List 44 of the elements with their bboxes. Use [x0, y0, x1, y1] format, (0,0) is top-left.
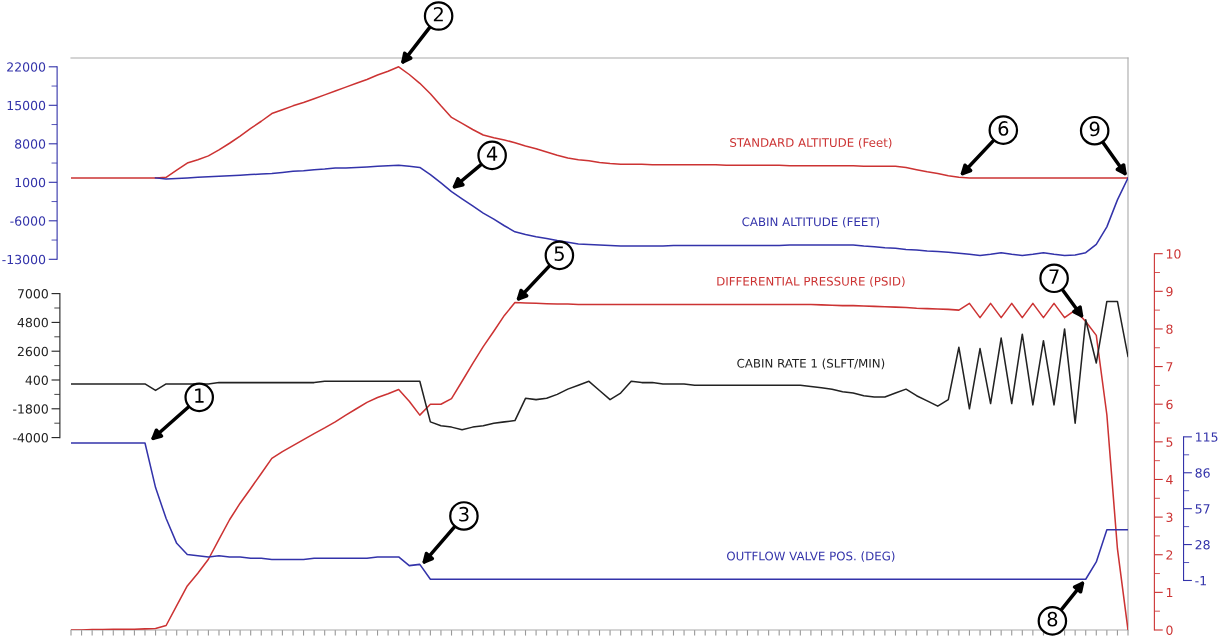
y-tick-label: 2600: [17, 346, 48, 357]
y-tick-label: 5: [1166, 437, 1173, 447]
y-tick-label: 4800: [17, 317, 48, 328]
y-tick-label: -1: [1195, 576, 1206, 586]
y-tick-label: 0: [1166, 625, 1173, 635]
y-tick-label: 8000: [15, 139, 46, 149]
y-tick-label: 3: [1166, 512, 1173, 523]
y-tick-label: 400: [25, 375, 48, 385]
annotation: 4: [486, 146, 498, 161]
line-series: [71, 300, 1128, 431]
y-tick-label: -13000: [2, 254, 46, 265]
y-tick-label: 10: [1166, 249, 1181, 259]
y-tick-label: -1800: [13, 404, 48, 414]
annotation: 9: [1089, 121, 1100, 137]
series-label: CABIN ALTITUDE (FEET): [742, 217, 880, 228]
series-label: CABIN RATE 1 (SLFT/MIN): [737, 358, 885, 370]
y-tick-label: -6000: [10, 216, 46, 226]
y-tick-label: 2: [1166, 550, 1173, 560]
y-tick-label: 7: [1166, 362, 1173, 372]
annotation: 7: [1049, 269, 1059, 284]
y-tick-label: -4000: [13, 433, 48, 443]
annotation: 5: [554, 246, 564, 262]
y-tick-label: 115: [1196, 432, 1218, 442]
y-tick-label: 6: [1166, 399, 1173, 410]
series-label: STANDARD ALTITUDE (Feet): [730, 137, 892, 149]
y-tick-label: 8: [1166, 324, 1173, 334]
y-tick-label: 1: [1166, 588, 1173, 598]
y-tick-label: 15000: [7, 100, 46, 111]
annotation: 1: [195, 388, 204, 403]
series-label: DIFFERENTIAL PRESSURE (PSID): [717, 276, 905, 288]
y-tick-label: 1000: [15, 177, 46, 188]
y-tick-label: 7000: [17, 289, 48, 299]
y-tick-label: 86: [1195, 468, 1210, 478]
y-tick-label: 57: [1195, 504, 1210, 514]
y-tick-label: 28: [1195, 540, 1210, 550]
annotation: 8: [1047, 611, 1058, 627]
y-tick-label: 22000: [7, 62, 46, 72]
y-tick-label: 9: [1166, 286, 1173, 297]
annotation: 3: [459, 506, 469, 522]
line-series: [71, 66, 1128, 179]
text: 2: [433, 6, 443, 22]
annotation: 6: [998, 121, 1009, 136]
series-label: OUTFLOW VALVE POS. (DEG): [727, 551, 895, 562]
y-tick-label: 4: [1166, 475, 1173, 485]
